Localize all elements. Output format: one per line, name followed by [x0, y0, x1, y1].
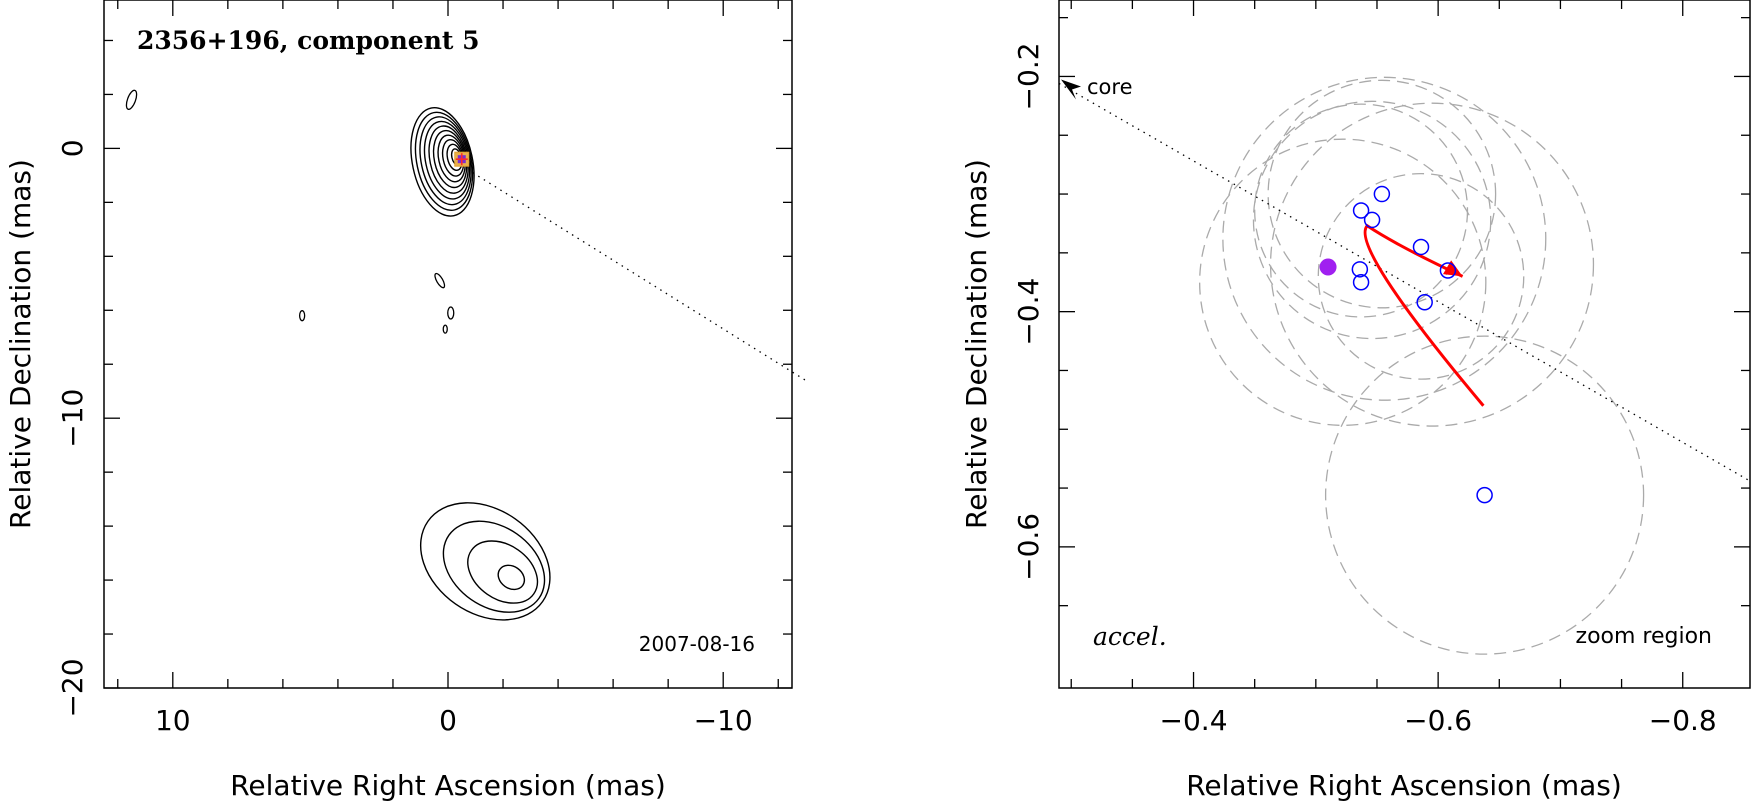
contour-southern	[442, 520, 546, 613]
open-position-point	[1352, 202, 1370, 219]
left-y-axis-label: Relative Declination (mas)	[4, 159, 37, 529]
left-plot-frame	[103, 0, 793, 689]
open-position-point	[1416, 293, 1433, 311]
left-y-tick-label: −10	[56, 389, 89, 448]
right-y-axis-label: Relative Declination (mas)	[960, 159, 993, 529]
right-y-tick-label: −0.4	[1012, 278, 1045, 346]
right-panel: −0.4 −0.6 −0.8 −0.2 −0.4 −0.6 core accel. zoo…	[960, 0, 1751, 802]
contour-mid-blob	[434, 272, 446, 289]
right-x-tick-label: −0.6	[1404, 704, 1472, 737]
left-panel: 10 0 −10 0 −10 −20 2356+196, component 5 2007…	[4, 0, 807, 802]
left-jet-direction-line	[472, 172, 807, 381]
contour-small-blob	[442, 324, 448, 334]
motion-arrows	[1363, 223, 1485, 407]
open-position-point	[1412, 238, 1430, 256]
uncertainty-circle	[1267, 79, 1497, 309]
component-marker	[454, 151, 470, 167]
contour-core	[419, 116, 472, 206]
filled-position-point	[1319, 258, 1337, 276]
uncertainty-circle	[1324, 335, 1645, 655]
right-y-tick-label: −0.2	[1012, 42, 1045, 110]
right-jet-direction-line	[1058, 82, 1751, 482]
left-contours	[125, 89, 551, 621]
core-annotation: core	[1087, 75, 1133, 99]
position-points	[1319, 185, 1493, 504]
right-ticks: −0.4 −0.6 −0.8 −0.2 −0.4 −0.6	[1012, 0, 1750, 737]
uncertainty-circle	[1222, 76, 1547, 401]
contour-core	[414, 111, 474, 212]
open-position-point	[1363, 211, 1381, 229]
open-position-point	[1352, 274, 1370, 291]
left-x-tick-label: 0	[439, 704, 457, 737]
zoom-region-annotation: zoom region	[1576, 624, 1712, 649]
uncertainty-circle	[1254, 103, 1469, 318]
left-y-tick-label: 0	[56, 139, 89, 157]
uncertainty-circle	[1252, 100, 1492, 340]
uncertainty-circle	[1198, 138, 1487, 426]
contour-mid-blob	[447, 306, 455, 320]
contour-west-blob	[125, 89, 138, 110]
uncertainty-circle	[1269, 102, 1595, 427]
open-position-point	[1439, 262, 1457, 279]
contour-small-blob	[298, 310, 306, 322]
motion-arrow-path	[1363, 223, 1485, 407]
uncertainty-circles	[1198, 76, 1645, 655]
left-x-axis-label: Relative Right Ascension (mas)	[230, 769, 666, 802]
contour-core	[410, 107, 475, 217]
open-position-point	[1373, 185, 1391, 203]
right-plot-frame	[1058, 0, 1751, 689]
left-x-tick-label: −10	[694, 704, 753, 737]
core-arrow-head	[1061, 79, 1081, 100]
left-title: 2356+196, component 5	[137, 26, 480, 55]
left-ticks: 10 0 −10 0 −10 −20	[56, 0, 792, 737]
right-x-tick-label: −0.4	[1160, 704, 1228, 737]
contour-southern	[497, 564, 526, 591]
uncertainty-circle	[1317, 172, 1525, 380]
right-y-tick-label: −0.6	[1012, 513, 1045, 581]
left-y-tick-label: −20	[56, 658, 89, 717]
left-x-tick-label: 10	[155, 704, 191, 737]
contour-southern	[467, 540, 539, 604]
open-position-point	[1351, 261, 1369, 278]
left-date-label: 2007-08-16	[639, 632, 755, 656]
right-x-tick-label: −0.8	[1649, 704, 1717, 737]
accel-annotation: accel.	[1093, 622, 1167, 651]
core-arrow-icon	[1061, 79, 1081, 100]
motion-arrow-head	[1443, 260, 1463, 277]
right-x-axis-label: Relative Right Ascension (mas)	[1186, 769, 1622, 802]
contour-southern	[419, 502, 551, 621]
open-position-point	[1476, 486, 1493, 504]
